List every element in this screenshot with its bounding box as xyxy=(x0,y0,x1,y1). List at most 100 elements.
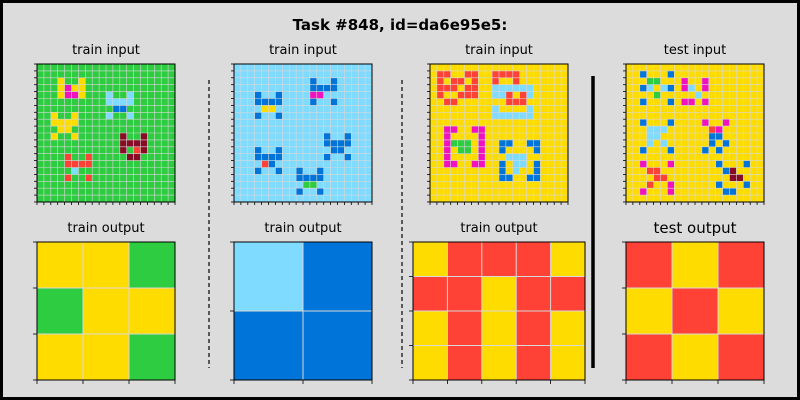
input-3-cell xyxy=(632,160,640,168)
input-3-cell xyxy=(660,91,668,99)
input-0-cell xyxy=(126,91,134,99)
input-0-cell xyxy=(112,153,120,161)
input-3-cell xyxy=(653,160,661,168)
input-3-cell xyxy=(688,105,695,113)
pair-1-input-grid xyxy=(34,63,176,205)
input-2-cell xyxy=(505,112,513,120)
input-1-cell xyxy=(261,195,269,202)
input-0-cell xyxy=(112,133,120,140)
input-2-cell xyxy=(561,174,568,182)
input-3-cell xyxy=(736,126,744,133)
input-3-cell xyxy=(750,167,758,175)
input-1-cell xyxy=(323,188,331,196)
input-1-cell xyxy=(330,146,338,154)
input-3-cell xyxy=(639,195,647,202)
input-1-cell xyxy=(337,64,345,71)
input-1-cell xyxy=(316,133,324,140)
input-1-cell xyxy=(275,77,283,85)
input-0-cell xyxy=(71,146,79,154)
input-0-cell xyxy=(147,188,155,196)
input-2-cell xyxy=(547,98,555,106)
input-3-cell xyxy=(757,77,764,85)
input-1-cell xyxy=(365,126,372,133)
input-2-cell xyxy=(519,126,527,133)
input-3-cell xyxy=(646,126,654,133)
input-2-cell xyxy=(471,181,479,189)
input-1-cell xyxy=(337,70,345,78)
input-0-cell xyxy=(133,64,141,71)
input-0-cell xyxy=(92,181,100,189)
input-1-cell xyxy=(234,195,241,202)
input-1-cell xyxy=(358,139,366,147)
output-0-cell xyxy=(129,334,175,380)
input-3-cell xyxy=(632,195,640,202)
input-2-cell xyxy=(512,146,520,154)
input-1-cell xyxy=(303,70,310,78)
input-1-cell xyxy=(330,181,338,189)
input-1-cell xyxy=(296,105,303,113)
input-0-cell xyxy=(106,133,113,140)
input-1-cell xyxy=(296,195,303,202)
input-0-cell xyxy=(168,126,175,133)
input-0-cell xyxy=(37,174,44,182)
input-3-cell xyxy=(715,119,723,127)
input-0-cell xyxy=(106,119,113,127)
input-1-cell xyxy=(344,133,352,140)
input-2-cell xyxy=(430,146,437,154)
input-1-cell xyxy=(330,153,338,161)
input-2-cell xyxy=(547,139,555,147)
input-2-cell xyxy=(450,188,458,196)
input-2-cell xyxy=(561,105,568,113)
input-2-cell xyxy=(519,167,527,175)
input-2-cell xyxy=(450,84,458,92)
input-0-cell xyxy=(43,181,51,189)
input-1-cell xyxy=(247,70,255,78)
input-1-cell xyxy=(268,64,276,71)
pair-1-output-label: train output xyxy=(67,221,145,236)
input-3-cell xyxy=(660,126,668,133)
input-0-cell xyxy=(133,119,141,127)
input-2-cell xyxy=(485,91,493,99)
input-2-cell xyxy=(533,91,541,99)
input-2-cell xyxy=(450,146,458,154)
input-3-cell xyxy=(674,146,682,154)
input-3-cell xyxy=(653,153,661,161)
input-3-cell xyxy=(639,91,647,99)
input-0-cell xyxy=(112,70,120,78)
input-1-cell xyxy=(323,146,331,154)
input-1-cell xyxy=(282,188,290,196)
input-3-cell xyxy=(681,91,689,99)
input-0-cell xyxy=(71,70,79,78)
input-1-cell xyxy=(261,98,269,106)
input-1-cell xyxy=(234,64,241,71)
output-2-cell xyxy=(447,345,482,380)
input-2-cell xyxy=(436,181,444,189)
input-1-cell xyxy=(303,64,310,71)
output-0-cell xyxy=(37,242,83,288)
input-0-cell xyxy=(37,112,44,120)
input-2-cell xyxy=(436,195,444,202)
input-3-frame xyxy=(625,63,765,203)
input-2-cell xyxy=(471,160,479,168)
input-3-cell xyxy=(722,84,730,92)
input-3-cell xyxy=(626,139,633,147)
input-2-cell xyxy=(478,160,486,168)
input-1-cell xyxy=(344,91,352,99)
input-2-cell xyxy=(471,126,479,133)
output-1-cell xyxy=(234,242,303,311)
input-1-cell xyxy=(268,181,276,189)
input-1-cell xyxy=(240,160,248,168)
input-1-cell xyxy=(240,181,248,189)
input-1-cell xyxy=(289,64,297,71)
input-0-cell xyxy=(92,160,100,168)
input-3-cell xyxy=(750,126,758,133)
input-1-cell xyxy=(296,77,303,85)
input-0-cell xyxy=(99,77,106,85)
input-2-cell xyxy=(505,126,513,133)
input-3-cell xyxy=(729,153,737,161)
input-0-cell xyxy=(37,105,44,113)
input-3-cell xyxy=(639,98,647,106)
input-0-cell xyxy=(147,160,155,168)
input-2-cell xyxy=(499,160,506,168)
input-0-cell xyxy=(50,126,58,133)
